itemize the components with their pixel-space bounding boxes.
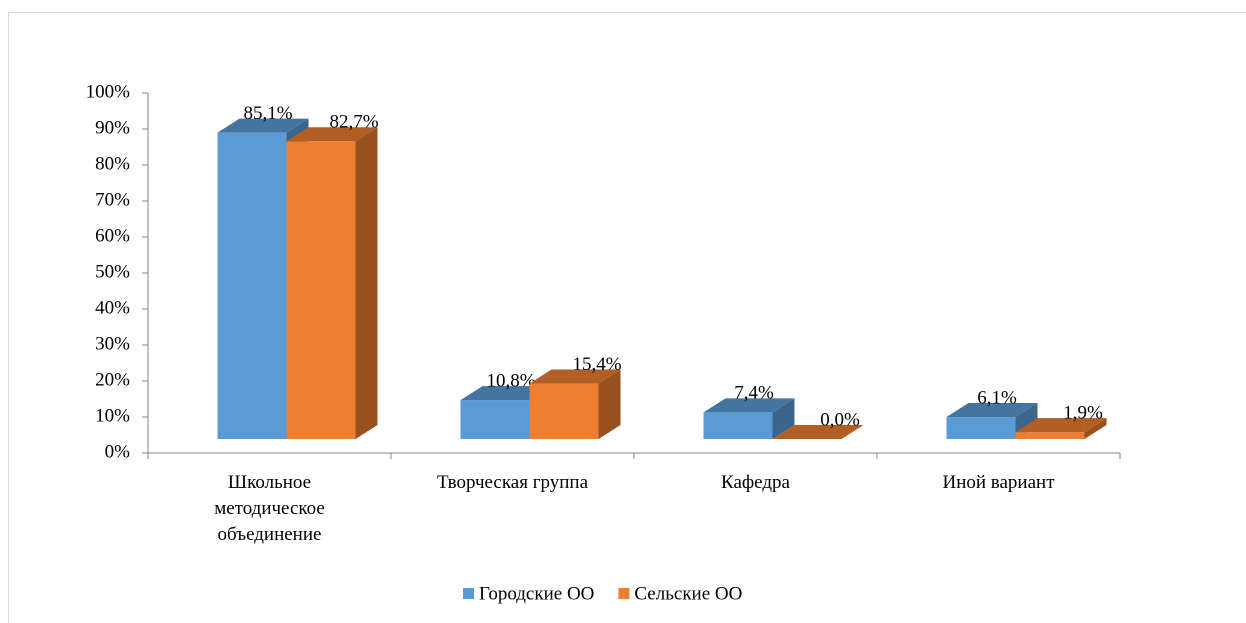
bar-top	[529, 369, 621, 384]
bar-top	[772, 425, 864, 439]
bar	[286, 141, 356, 439]
data-label: 7,4%	[734, 383, 774, 404]
x-tick-label: Творческая группа	[436, 472, 589, 493]
bar-top	[286, 127, 378, 142]
data-label: 85,1%	[243, 103, 292, 124]
y-tick-label: 90%	[95, 117, 130, 138]
legend-label: Сельские ОО	[634, 583, 742, 604]
bar-top	[1015, 418, 1107, 433]
y-tick-label: 80%	[95, 153, 130, 174]
legend-swatch	[618, 588, 630, 599]
x-tick-label: Школьное методическое объединение	[214, 472, 325, 545]
y-tick-label: 70%	[95, 189, 130, 210]
y-tick-label: 30%	[95, 333, 130, 354]
data-label: 10,8%	[486, 370, 535, 391]
legend-label: Городские ОО	[479, 583, 594, 604]
y-tick-label: 10%	[95, 405, 130, 426]
data-label: 6,1%	[977, 387, 1017, 408]
data-label: 15,4%	[572, 354, 621, 375]
y-tick-label: 100%	[86, 81, 131, 102]
data-label: 1,9%	[1063, 403, 1103, 424]
bar-side	[772, 398, 795, 439]
bar	[703, 412, 773, 439]
bar	[1015, 432, 1085, 439]
bar	[946, 417, 1016, 439]
bar	[217, 132, 287, 439]
y-tick-label: 20%	[95, 369, 130, 390]
bar-side	[1084, 418, 1107, 439]
y-tick-label: 40%	[95, 297, 130, 318]
data-label: 0,0%	[820, 409, 860, 430]
bar	[529, 383, 599, 439]
bar-side	[598, 369, 621, 439]
bar-top	[946, 403, 1038, 418]
bar-top	[460, 386, 552, 401]
bar-side	[355, 127, 378, 439]
bar-top	[703, 398, 795, 413]
y-tick-label: 0%	[105, 441, 131, 462]
x-tick-label: Кафедра	[721, 472, 790, 493]
bar-top	[217, 118, 309, 133]
y-tick-label: 50%	[95, 261, 130, 282]
legend-swatch	[463, 588, 474, 599]
x-tick-label: Иной вариант	[942, 472, 1055, 493]
frame	[8, 12, 1246, 623]
bar	[460, 400, 530, 439]
y-tick-label: 60%	[95, 225, 130, 246]
data-label: 82,7%	[329, 112, 378, 133]
